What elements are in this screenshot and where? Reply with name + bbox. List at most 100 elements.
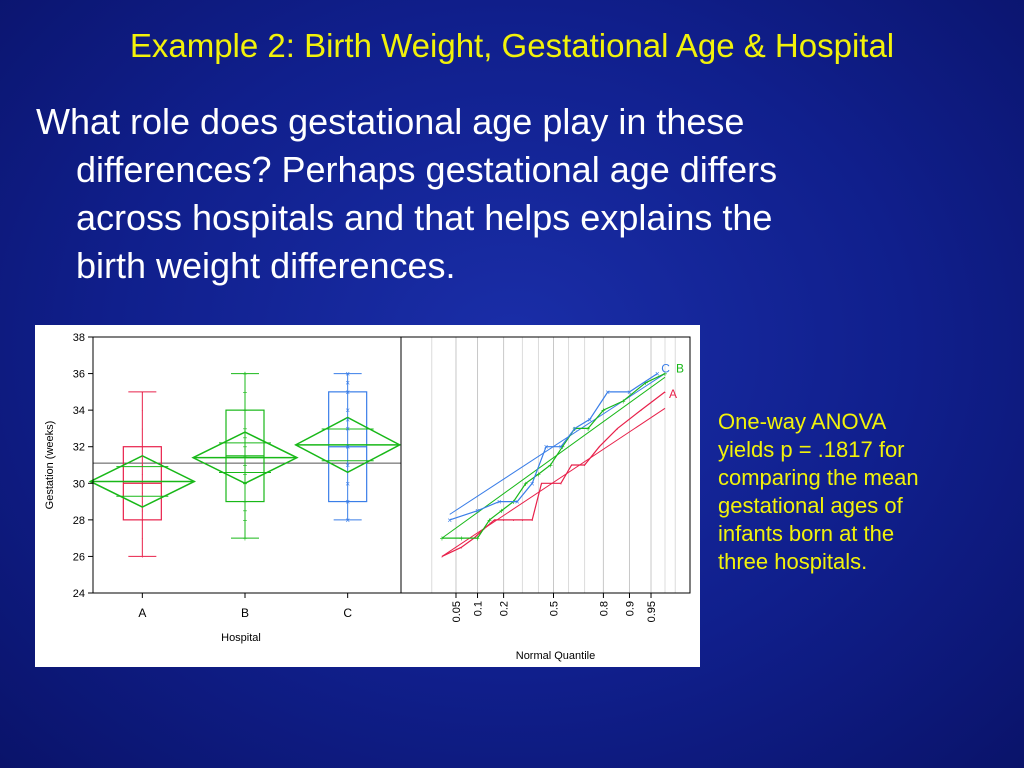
y-tick-label: 24 xyxy=(73,588,85,600)
y-tick-label: 36 xyxy=(73,369,85,381)
quantile-tick-label: 0.9 xyxy=(624,601,636,616)
body-text-line: birth weight differences. xyxy=(76,245,456,286)
chart-figure: · · · · · · · · · · · · · · · + + + + + + + + + + + + + + + × × × × × × × × × ×… xyxy=(35,325,700,667)
data-point-C: × xyxy=(345,461,350,470)
normal-quantile-plot-panel: ····· · · · ·· · ·· ····· A+ + +++++++++ +++++ B××× ×… xyxy=(431,337,684,593)
quantile-point-C: × xyxy=(497,498,502,507)
data-point-B: + xyxy=(243,452,248,461)
data-point-A: · xyxy=(141,424,144,433)
data-point-B: + xyxy=(243,443,248,452)
x-tick-label: A xyxy=(138,606,146,620)
quantile-point-A: · xyxy=(512,516,515,525)
chart-axes: Gestation (weeks) Hospital Normal Quanti… xyxy=(44,332,691,662)
quantile-point-A: · xyxy=(441,552,444,561)
data-point-B: + xyxy=(243,507,248,516)
reference-line-B xyxy=(441,376,666,539)
data-point-A: · xyxy=(141,516,144,525)
quantile-point-C: × xyxy=(605,388,610,397)
quantile-point-A: · xyxy=(549,479,552,488)
quantile-point-A: · xyxy=(460,543,463,552)
reference-line-A xyxy=(441,407,666,557)
quantile-point-C: × xyxy=(655,370,660,379)
quantile-tick-label: 0.1 xyxy=(473,601,485,616)
data-point-A: · xyxy=(141,507,144,516)
quantile-tick-label: 0.5 xyxy=(549,601,561,616)
quantile-tick-label: 0.8 xyxy=(598,601,610,616)
x-axis-label-hospital: Hospital xyxy=(221,632,261,644)
data-point-B: + xyxy=(243,479,248,488)
quantile-point-A: · xyxy=(570,461,573,470)
quantile-point-C: × xyxy=(559,443,564,452)
quantile-point-B: + xyxy=(586,424,591,433)
data-point-A: · xyxy=(141,388,144,397)
x-tick-label: C xyxy=(343,606,352,620)
quantile-point-B: + xyxy=(601,406,606,415)
body-text: What role does gestational age play in t… xyxy=(36,98,996,290)
quantile-point-B: + xyxy=(536,470,541,479)
data-point-C: × xyxy=(345,406,350,415)
note-line: yields p = .1817 for xyxy=(718,437,905,462)
quantile-point-C: × xyxy=(572,424,577,433)
y-tick-label: 38 xyxy=(73,332,85,344)
data-point-B: + xyxy=(243,516,248,525)
quantile-point-A: · xyxy=(664,388,667,397)
data-point-A: · xyxy=(141,479,144,488)
quantile-point-B: + xyxy=(475,534,480,543)
data-point-A: · xyxy=(141,443,144,452)
anova-note: One-way ANOVA yields p = .1817 for compa… xyxy=(718,408,1008,576)
data-point-B: + xyxy=(243,370,248,379)
data-point-C: × xyxy=(345,443,350,452)
data-point-A: · xyxy=(141,470,144,479)
data-point-B: + xyxy=(243,370,248,379)
quantile-point-C: × xyxy=(544,443,549,452)
quantile-point-C: × xyxy=(627,388,632,397)
note-line: comparing the mean xyxy=(718,465,919,490)
data-point-B: + xyxy=(243,461,248,470)
data-point-B: + xyxy=(243,470,248,479)
quantile-point-A: · xyxy=(521,516,524,525)
y-tick-label: 26 xyxy=(73,551,85,563)
data-point-C: × xyxy=(345,516,350,525)
x-tick-label: B xyxy=(241,606,249,620)
slide-title: Example 2: Birth Weight, Gestational Age… xyxy=(129,27,895,64)
quantile-tick-label: 0.05 xyxy=(451,601,463,622)
data-point-C: × xyxy=(345,370,350,379)
data-point-C: × xyxy=(345,498,350,507)
note-line: One-way ANOVA xyxy=(718,409,887,434)
data-point-B: + xyxy=(243,388,248,397)
data-point-A: · xyxy=(141,406,144,415)
chart-svg: ···············+++++++++++++++××××××××××… xyxy=(44,332,691,662)
quantile-series-B xyxy=(442,373,666,539)
y-tick-label: 32 xyxy=(73,442,85,454)
data-point-A: · xyxy=(141,534,144,543)
note-line: infants born at the xyxy=(718,521,895,546)
quantile-point-B: + xyxy=(663,370,668,379)
quantile-series-C xyxy=(449,373,658,521)
quantile-point-B: + xyxy=(487,516,492,525)
quantile-point-C: × xyxy=(587,415,592,424)
data-point-C: × xyxy=(345,388,350,397)
quantile-tick-label: 0.2 xyxy=(499,601,511,616)
oneway-plot-panel: ···············+++++++++++++++××××××××××… xyxy=(88,370,402,561)
series-label-A: A xyxy=(669,387,677,401)
data-point-B: + xyxy=(243,424,248,433)
quantile-point-A: · xyxy=(616,424,619,433)
quantile-point-A: · xyxy=(560,479,563,488)
data-point-B: + xyxy=(243,534,248,543)
quantile-point-A: · xyxy=(531,516,534,525)
reference-line-C xyxy=(449,373,666,515)
quantile-point-B: + xyxy=(548,461,553,470)
data-point-C: × xyxy=(345,479,350,488)
data-point-C: × xyxy=(345,443,350,452)
quantile-point-C: × xyxy=(447,516,452,525)
y-axis-label: Gestation (weeks) xyxy=(44,421,56,510)
right-plot-frame xyxy=(400,336,691,594)
data-point-C: × xyxy=(345,415,350,424)
data-point-B: + xyxy=(243,498,248,507)
quantile-point-C: × xyxy=(475,507,480,516)
body-text-line: What role does gestational age play in t… xyxy=(36,101,745,142)
quantile-point-A: · xyxy=(502,516,505,525)
quantile-point-B: + xyxy=(499,507,504,516)
body-text-line: across hospitals and that helps explains… xyxy=(76,197,773,238)
data-point-A: · xyxy=(141,452,144,461)
